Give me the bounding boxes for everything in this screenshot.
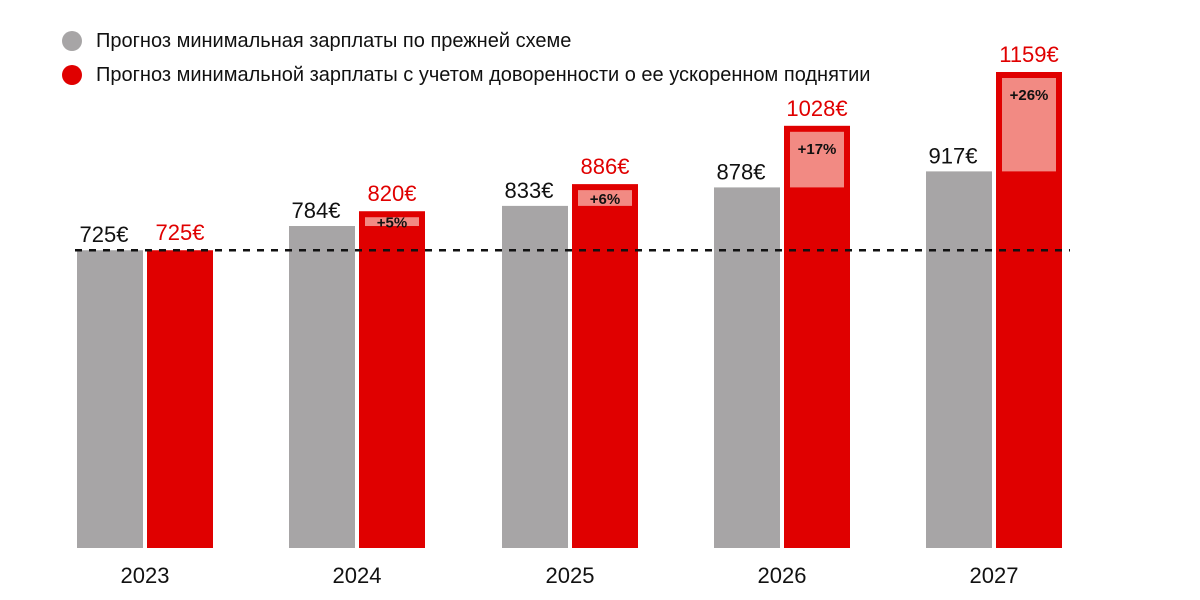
bar-old-2024: [289, 226, 355, 548]
increase-box-2027: [1002, 78, 1056, 172]
value-label-new-2024: 820€: [368, 181, 417, 206]
increase-label-2026: +17%: [798, 141, 837, 158]
value-label-new-2026: 1028€: [786, 96, 847, 121]
bar-new-2025: [572, 184, 638, 548]
x-tick-label-2025: 2025: [546, 563, 595, 588]
value-label-new-2027: 1159€: [999, 42, 1059, 67]
x-tick-label-2026: 2026: [758, 563, 807, 588]
legend-label-old-scheme: Прогноз минимальная зарплаты по прежней …: [96, 30, 572, 52]
legend-label-accelerated: Прогноз минимальной зарплаты с учетом до…: [96, 64, 871, 86]
legend-marker-gray: [62, 31, 82, 51]
value-label-old-2024: 784€: [292, 198, 341, 223]
value-label-new-2025: 886€: [581, 154, 630, 179]
legend-marker-red: [62, 65, 82, 85]
value-label-old-2027: 917€: [929, 143, 978, 168]
increase-box-2026: [790, 131, 844, 188]
x-tick-label-2023: 2023: [121, 563, 170, 588]
bar-new-2024: [359, 211, 425, 548]
bar-new-2026: [784, 125, 850, 549]
increase-box-2025: [578, 190, 632, 206]
increase-label-2025: +6%: [590, 191, 620, 208]
bar-old-2027: [926, 171, 992, 548]
bar-old-2025: [502, 205, 568, 549]
value-label-old-2026: 878€: [717, 159, 766, 184]
increase-label-2027: +26%: [1010, 87, 1049, 104]
x-tick-label-2027: 2027: [970, 563, 1019, 588]
increase-label-2024: +5%: [377, 215, 407, 232]
legend-item-old-scheme: Прогноз минимальная зарплаты по прежней …: [62, 28, 962, 54]
x-tick-label-2024: 2024: [333, 563, 382, 588]
legend: Прогноз минимальная зарплаты по прежней …: [62, 28, 962, 88]
bar-old-2026: [714, 187, 780, 549]
value-label-old-2023: 725€: [80, 222, 129, 247]
value-label-new-2023: 725€: [156, 220, 205, 245]
legend-item-accelerated: Прогноз минимальной зарплаты с учетом до…: [62, 62, 962, 88]
bar-old-2023: [77, 250, 143, 548]
bar-new-2023: [147, 250, 213, 548]
value-label-old-2025: 833€: [505, 178, 554, 203]
increase-box-2024: [365, 217, 419, 227]
